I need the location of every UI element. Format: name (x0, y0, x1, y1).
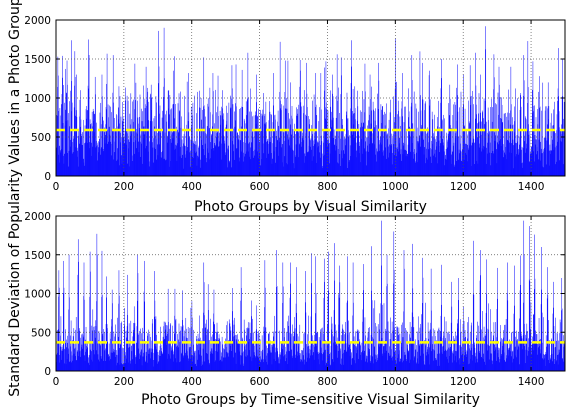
y-tick-label: 1500 (24, 54, 51, 66)
x-axis-label: Photo Groups by Time-sensitive Visual Si… (141, 392, 480, 408)
y-tick-label: 1000 (24, 289, 51, 301)
y-tick-label: 500 (31, 132, 51, 144)
x-tick-label: 1000 (382, 181, 409, 193)
x-tick-label: 0 (53, 181, 60, 193)
y-tick-label: 0 (44, 171, 51, 183)
y-tick-label: 500 (31, 327, 51, 339)
x-axis-label: Photo Groups by Visual Similarity (194, 199, 427, 215)
x-tick-label: 600 (250, 376, 270, 388)
x-tick-label: 1200 (450, 181, 477, 193)
x-tick-label: 1200 (450, 376, 477, 388)
y-tick-label: 1000 (24, 93, 51, 105)
chart-bottom: 0 200 400 600 800 1000 1200 1400 0 500 1000 1500 200… (24, 211, 566, 408)
bar-series (55, 26, 566, 176)
y-tick-label: 0 (44, 366, 51, 378)
x-tick-label: 0 (53, 376, 60, 388)
x-tick-label: 600 (250, 181, 270, 193)
x-tick-label: 400 (182, 376, 202, 388)
y-tick-label: 2000 (24, 211, 51, 223)
x-tick-label: 1400 (518, 181, 545, 193)
bar-series (55, 220, 566, 371)
y-axis-label: Standard Deviation of Popularity Values … (7, 0, 23, 397)
x-tick-label: 200 (114, 376, 134, 388)
x-tick-label: 400 (182, 181, 202, 193)
x-tick-label: 800 (317, 376, 337, 388)
y-tick-label: 1500 (24, 250, 51, 262)
x-tick-label: 200 (114, 181, 134, 193)
y-tick-label: 2000 (24, 15, 51, 27)
chart-top: 0 200 400 600 800 1000 1200 1400 0 500 1000 1500 200… (24, 15, 566, 215)
x-tick-label: 800 (317, 181, 337, 193)
x-tick-label: 1400 (518, 376, 545, 388)
x-tick-label: 1000 (382, 376, 409, 388)
